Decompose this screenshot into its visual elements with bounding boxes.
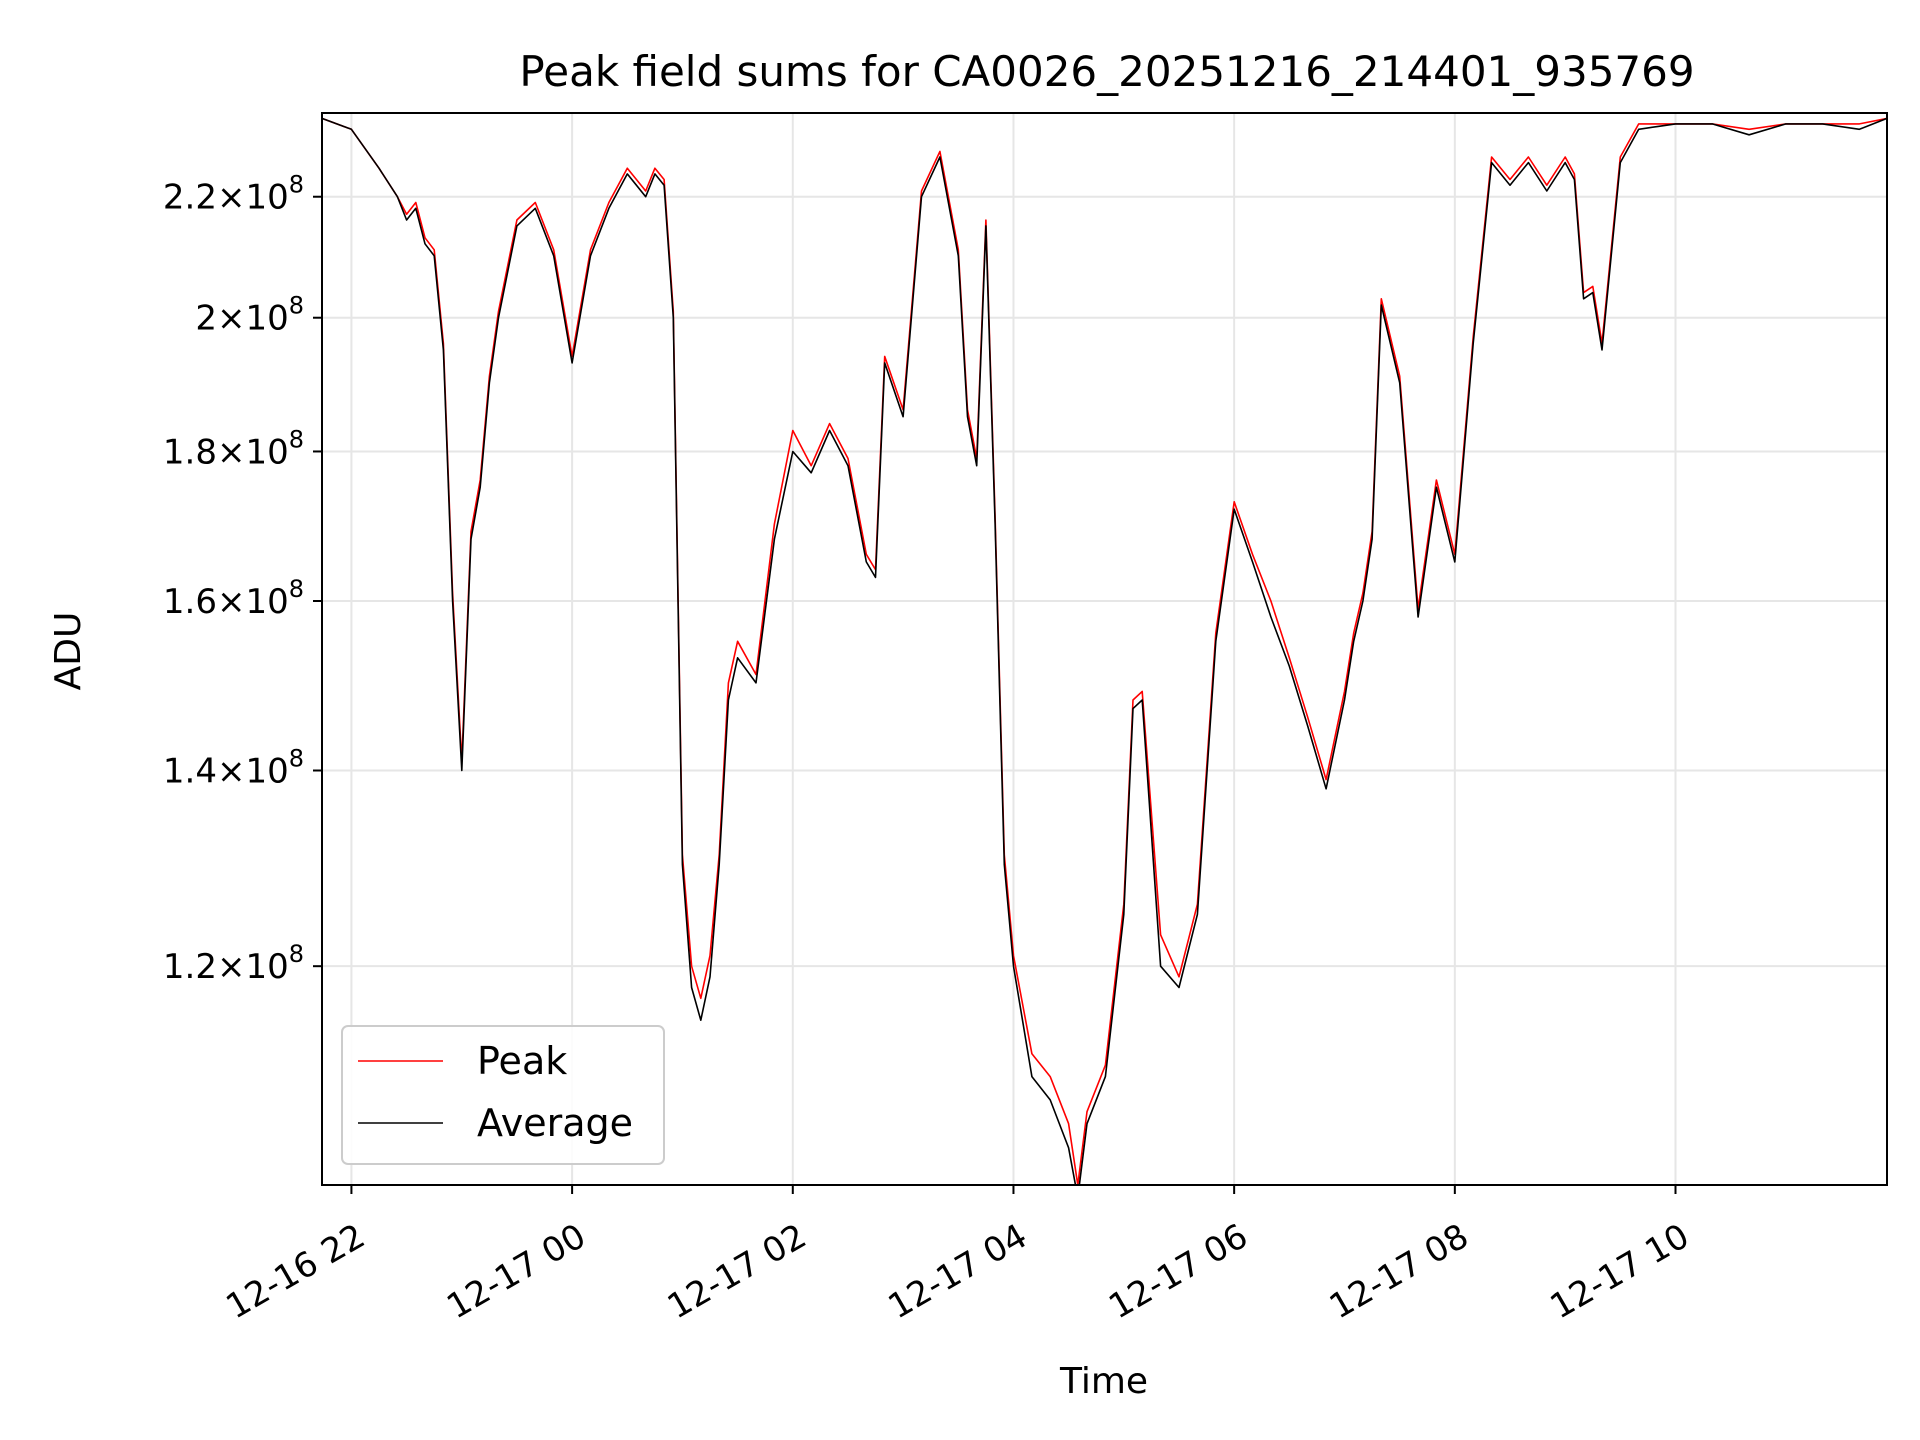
- x-axis-label: Time: [1059, 1361, 1148, 1402]
- chart-title: Peak field sums for CA0026_20251216_2144…: [519, 47, 1694, 96]
- y-tick-label: 1.6×108: [163, 575, 304, 622]
- grid: [322, 113, 1887, 1185]
- y-tick-label: 2×108: [195, 292, 304, 339]
- x-tick-label: 12-16 22: [220, 1216, 372, 1327]
- legend-label-average: Average: [477, 1101, 633, 1145]
- y-axis-label: ADU: [48, 612, 89, 691]
- x-tick-label: 12-17 04: [882, 1216, 1034, 1327]
- x-tick-label: 12-17 02: [661, 1216, 813, 1327]
- y-axis: 1.2×108 1.4×108 1.6×108 1.8×108 2×108 2.2×108: [163, 171, 322, 987]
- series-layer: [322, 117, 1887, 1185]
- x-axis: 12-16 22 12-17 00 12-17 02 12-17 04 12-17 06…: [220, 1185, 1696, 1327]
- legend: Peak Average: [341, 1025, 665, 1165]
- x-tick-label: 12-17 00: [440, 1216, 592, 1327]
- legend-label-peak: Peak: [477, 1039, 567, 1083]
- x-tick-label: 12-17 08: [1323, 1216, 1475, 1327]
- y-tick-label: 1.8×108: [163, 425, 304, 472]
- x-tick-label: 12-17 10: [1544, 1216, 1696, 1327]
- y-tick-label: 1.4×108: [163, 744, 304, 791]
- plot-area-frame: [321, 112, 1888, 1186]
- x-tick-label: 12-17 06: [1102, 1216, 1254, 1327]
- y-tick-label: 1.2×108: [163, 940, 304, 987]
- series-line-average: [322, 117, 1887, 1185]
- y-tick-label: 2.2×108: [163, 171, 304, 218]
